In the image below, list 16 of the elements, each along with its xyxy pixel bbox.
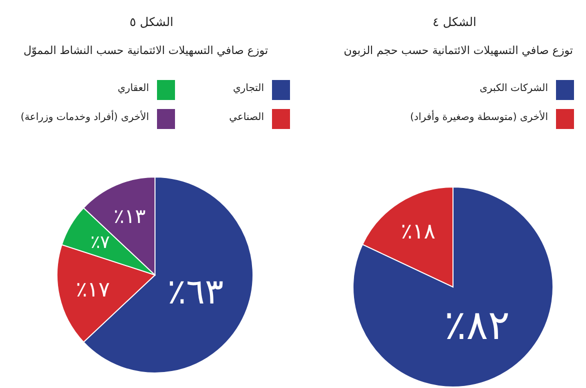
chart-subtitle: توزع صافي التسهيلات الائتمانية حسب النشاط المموّل	[23, 44, 268, 57]
data-label: ٨٢٪	[444, 300, 510, 349]
data-label: ١٨٪	[400, 220, 436, 245]
data-label: ١٧٪	[76, 276, 110, 302]
chart-subtitle: توزع صافي التسهيلات الائتمانية حسب حجم الزبون	[344, 44, 573, 57]
chart-title: الشكل ٤	[432, 15, 476, 29]
legend-label: التجاري	[232, 83, 264, 94]
data-label: ٧٪	[90, 232, 110, 254]
legend-label: الصناعي	[229, 112, 264, 123]
legend-label: الأخرى (أفراد وخدمات وزراعة)	[20, 110, 149, 123]
legend-label: العقاري	[118, 83, 149, 94]
legend-label: الأخرى (متوسطة وصغيرة وأفراد)	[410, 110, 548, 123]
data-label: ٦٣٪	[167, 272, 224, 313]
data-label: ١٣٪	[114, 205, 146, 228]
legend-label: الشركات الكبرى	[480, 83, 548, 94]
chart-title: الشكل ٥	[130, 15, 174, 29]
